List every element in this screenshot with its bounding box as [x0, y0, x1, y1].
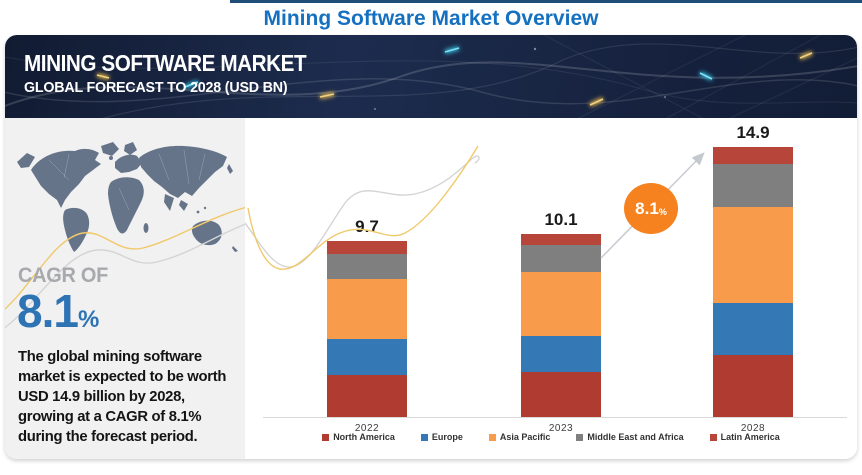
x-axis-label-2028: 2028 [740, 423, 766, 434]
bar-segment-europe-2028 [713, 302, 793, 356]
bar-segment-north-america-2028 [713, 355, 793, 417]
banner-subtitle: GLOBAL FORECAST TO 2028 (USD BN) [24, 79, 288, 96]
legend-item-middle-east-and-africa: Middle East and Africa [576, 432, 684, 442]
chart-panel: North America Europe Asia Pacific Middle Ea… [245, 118, 857, 459]
banner-network-graphic [5, 35, 857, 118]
left-panel: CAGR OF 8.1% The global mining software … [5, 118, 245, 459]
bar-segment-north-america-2023 [521, 371, 601, 417]
legend: North America Europe Asia Pacific Middle Ea… [245, 432, 857, 442]
legend-item-north-america: North America [322, 432, 395, 442]
legend-label-middle-east-and-africa: Middle East and Africa [587, 432, 684, 442]
bar-segment-middle-east-and-africa-2028 [713, 163, 793, 207]
infographic-card: MINING SOFTWARE MARKET GLOBAL FORECAST T… [5, 35, 857, 459]
legend-item-asia-pacific: Asia Pacific [488, 432, 551, 442]
legend-label-latin-america: Latin America [720, 432, 780, 442]
cagr-value: 8.1 [17, 285, 79, 337]
legend-swatch-north-america [322, 433, 330, 441]
cagr-badge: 8.1 % [624, 183, 678, 234]
bar-stack-2023 [521, 234, 601, 417]
world-map [17, 142, 238, 252]
bar-segment-north-america-2022 [327, 375, 407, 417]
cagr-value-row: 8.1% [17, 284, 99, 338]
bar-segment-asia-pacific-2023 [521, 272, 601, 336]
bar-segment-asia-pacific-2022 [327, 279, 407, 340]
bar-total-label-2023: 10.1 [544, 210, 578, 230]
x-axis-label-2022: 2022 [354, 423, 380, 434]
market-description: The global mining software market is exp… [18, 349, 227, 446]
legend-swatch-europe [420, 433, 428, 441]
content-row: CAGR OF 8.1% The global mining software … [5, 118, 857, 459]
top-border-line [230, 0, 862, 3]
bar-segment-latin-america-2023 [521, 234, 601, 246]
bar-segment-middle-east-and-africa-2022 [327, 254, 407, 280]
bar-segment-europe-2023 [521, 335, 601, 372]
bar-segment-latin-america-2028 [713, 147, 793, 164]
page-title: Mining Software Market Overview [263, 7, 599, 30]
bar-segment-europe-2022 [327, 339, 407, 376]
bar-segment-asia-pacific-2028 [713, 206, 793, 303]
x-axis-line [263, 417, 847, 418]
legend-label-north-america: North America [333, 432, 395, 442]
banner-title: MINING SOFTWARE MARKET [24, 50, 307, 76]
cagr-percent-sign: % [77, 306, 100, 333]
bar-segment-latin-america-2022 [327, 241, 407, 255]
cagr-label: CAGR OF [18, 264, 108, 287]
bar-total-label-2022: 9.7 [355, 217, 379, 237]
legend-swatch-asia-pacific [488, 433, 496, 441]
bar-segment-middle-east-and-africa-2023 [521, 245, 601, 273]
banner: MINING SOFTWARE MARKET GLOBAL FORECAST T… [5, 35, 857, 118]
bar-stack-2028 [713, 147, 793, 417]
legend-label-europe: Europe [431, 432, 463, 442]
badge-value: 8.1 [635, 198, 659, 218]
bar-stack-2022 [327, 241, 407, 417]
legend-swatch-latin-america [709, 433, 717, 441]
legend-label-asia-pacific: Asia Pacific [499, 432, 551, 442]
bar-total-label-2028: 14.9 [736, 123, 770, 143]
badge-percent-sign: % [658, 206, 667, 217]
legend-item-latin-america: Latin America [709, 432, 780, 442]
legend-swatch-middle-east-and-africa [576, 433, 584, 441]
x-axis-label-2023: 2023 [548, 423, 574, 434]
legend-item-europe: Europe [420, 432, 463, 442]
